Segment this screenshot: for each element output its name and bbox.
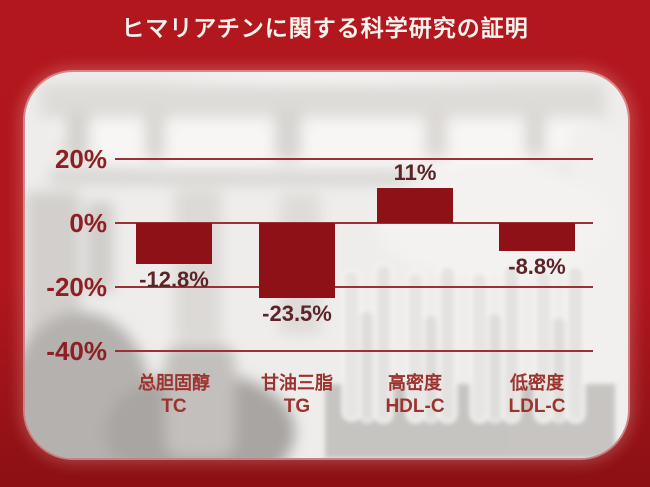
- category-name: 低密度: [510, 373, 564, 393]
- bar-chart: 20% 0% -20% -40% -12.8% -23.5% 11% -8.8% 总胆固醇 T…: [25, 72, 628, 458]
- bar: [136, 223, 212, 264]
- bar-value-label: 11%: [393, 159, 437, 185]
- y-tick-label: 0%: [69, 208, 107, 238]
- category-label: 高密度 HDL-C: [340, 372, 490, 419]
- category-name: 总胆固醇: [138, 373, 210, 393]
- category-name: 高密度: [388, 373, 442, 393]
- page-title: ヒマリアチンに関する科学研究の証明: [121, 15, 529, 41]
- category-label: 甘油三脂 TG: [222, 372, 372, 419]
- y-tick-label: -20%: [46, 272, 107, 302]
- grid-line: [115, 222, 593, 224]
- chart-panel: 20% 0% -20% -40% -12.8% -23.5% 11% -8.8% 总胆固醇 T…: [25, 72, 628, 458]
- bar: [377, 187, 453, 223]
- category-abbr: HDL-C: [385, 396, 445, 417]
- grid-line: [115, 158, 593, 160]
- bar-value-label: -12.8%: [139, 266, 209, 292]
- bar-value-label: -8.8%: [508, 254, 566, 280]
- bar-value-label: -23.5%: [262, 301, 332, 327]
- y-tick-label: -40%: [46, 336, 107, 366]
- category-abbr: TC: [161, 396, 187, 417]
- category-abbr: TG: [283, 396, 311, 417]
- y-tick-label: 20%: [54, 144, 107, 174]
- category-label: 总胆固醇 TC: [99, 372, 249, 419]
- category-abbr: LDL-C: [508, 396, 566, 417]
- category-label: 低密度 LDL-C: [462, 372, 612, 419]
- category-name: 甘油三脂: [261, 373, 333, 393]
- bar: [499, 223, 575, 252]
- grid-line: [115, 350, 593, 352]
- bar: [259, 223, 335, 299]
- grid-line: [115, 286, 593, 288]
